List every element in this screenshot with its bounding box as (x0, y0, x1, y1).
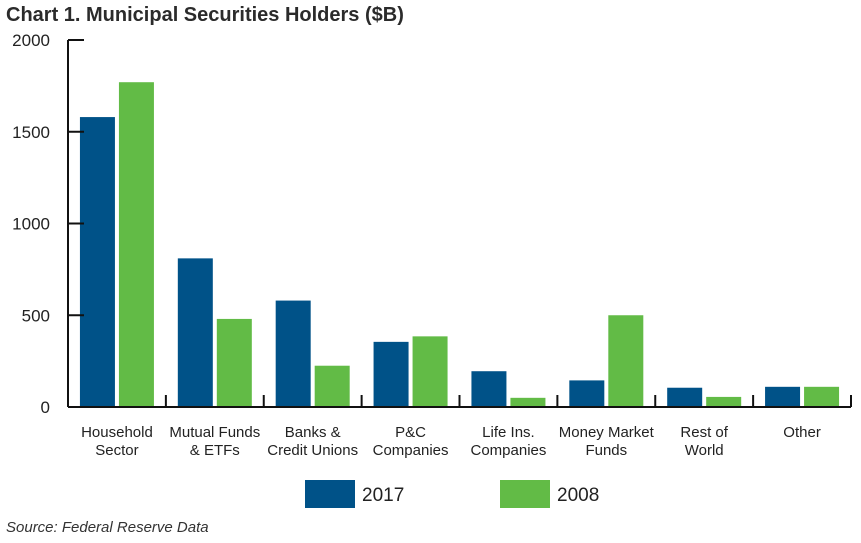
bar-2008-3 (412, 336, 448, 407)
bars-group (79, 82, 840, 407)
x-tick-label: Household Sector (81, 424, 153, 459)
x-tick-label-line: Mutual Funds (169, 424, 260, 441)
legend: 2017 2008 (305, 480, 599, 508)
x-tick-label-line: World (685, 442, 724, 459)
x-tick-label: Rest of World (680, 424, 728, 459)
x-tick-label: Other (783, 424, 821, 441)
x-tick-label-line: Household (81, 424, 153, 441)
bar-2008-5 (608, 315, 644, 407)
y-tick-label: 0 (41, 398, 50, 417)
bar-2017-1 (177, 258, 213, 407)
legend-label-2017: 2017 (362, 485, 404, 506)
y-tick-label: 2000 (12, 31, 50, 50)
bar-2017-6 (667, 387, 703, 407)
bar-2008-2 (314, 365, 350, 407)
x-tick-label: P&C Companies (373, 424, 449, 459)
bar-2008-7 (804, 386, 840, 407)
bar-2008-1 (216, 318, 252, 407)
bar-2017-2 (275, 300, 311, 407)
y-tick-label: 1500 (12, 123, 50, 142)
chart-title: Chart 1. Municipal Securities Holders ($… (6, 4, 404, 26)
y-tick-label: 500 (22, 306, 50, 325)
legend-swatch-2017 (305, 480, 355, 508)
bar-2008-6 (706, 396, 742, 407)
x-tick-label-line: Other (783, 424, 821, 441)
x-tick-label-line: P&C (395, 424, 426, 441)
x-tick-label-line: Sector (95, 442, 138, 459)
bar-2017-0 (79, 117, 115, 407)
y-tick-label: 1000 (12, 215, 50, 234)
bar-2017-7 (765, 386, 801, 407)
x-tick-label-line: Rest of (680, 424, 728, 441)
x-tick-label-line: Companies (373, 442, 449, 459)
bar-2017-3 (373, 341, 409, 407)
source-note: Source: Federal Reserve Data (6, 519, 209, 536)
x-tick-label-line: Companies (471, 442, 547, 459)
bar-2008-0 (118, 82, 154, 407)
x-tick-label-line: Credit Unions (267, 442, 358, 459)
legend-swatch-2008 (500, 480, 550, 508)
legend-label-2008: 2008 (557, 485, 599, 506)
x-tick-label-line: Funds (585, 442, 627, 459)
x-tick-label-line: Life Ins. (482, 424, 535, 441)
x-tick-label-line: & ETFs (190, 442, 240, 459)
x-tick-label-line: Money Market (559, 424, 655, 441)
bar-2008-4 (510, 397, 546, 407)
x-tick-label: Life Ins. Companies (471, 424, 547, 459)
bar-2017-4 (471, 371, 507, 407)
bar-2017-5 (569, 380, 605, 407)
x-tick-label: Money Market Funds (559, 424, 655, 459)
x-tick-label: Banks & Credit Unions (267, 424, 358, 459)
x-tick-label-line: Banks & (285, 424, 341, 441)
x-tick-label: Mutual Funds & ETFs (169, 424, 260, 459)
